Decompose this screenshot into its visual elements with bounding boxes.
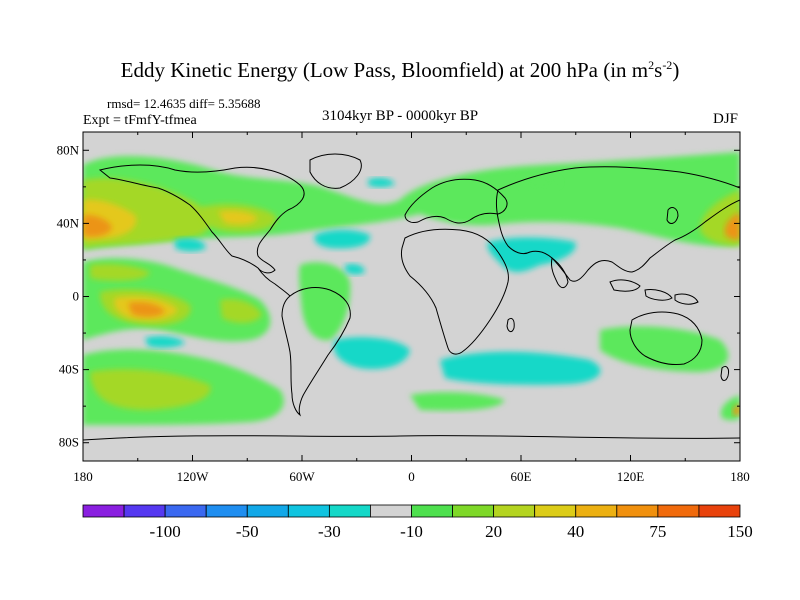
- field-region: [600, 326, 729, 372]
- latitude-axis: 80N 40N 0 40S 80S: [57, 142, 740, 450]
- season-label: DJF: [712, 111, 738, 127]
- colorbar-label: -30: [318, 522, 341, 541]
- longitude-axis: 180 120W 60W 0 60E 120E 180: [73, 132, 750, 484]
- field-region: [345, 263, 365, 275]
- colorbar-swatch: [164, 504, 207, 518]
- field-region: [368, 177, 395, 188]
- colorbar-label: -10: [400, 522, 423, 541]
- colorbar-label: 150: [727, 522, 753, 541]
- lon-label: 0: [408, 469, 415, 484]
- lon-label: 120E: [617, 469, 645, 484]
- colorbar-swatch: [616, 504, 659, 518]
- stats-label: rmsd= 12.4635 diff= 5.35688: [107, 96, 261, 111]
- field-region: [83, 214, 112, 237]
- colorbar-label: -100: [150, 522, 181, 541]
- colorbar-swatch: [575, 504, 618, 518]
- colorbar-label: -50: [236, 522, 259, 541]
- field-region: [314, 229, 371, 249]
- colorbar-swatch: [493, 504, 536, 518]
- colorbar-swatch: [82, 504, 125, 518]
- field-region: [90, 369, 211, 410]
- field-region: [299, 262, 351, 341]
- colorbar-label: 20: [485, 522, 502, 541]
- colorbar-swatch: [287, 504, 330, 518]
- coastlines: [83, 153, 740, 441]
- lat-label: 40N: [57, 215, 80, 230]
- colorbar-label: 75: [649, 522, 666, 541]
- lat-label: 40S: [59, 362, 79, 377]
- colorbar-swatch: [411, 504, 453, 518]
- field-region: [732, 404, 740, 415]
- field-region: [128, 302, 165, 317]
- lat-label: 0: [73, 289, 80, 304]
- lon-label: 60E: [511, 469, 532, 484]
- lat-label: 80N: [57, 142, 80, 157]
- field-region: [333, 337, 410, 370]
- lon-label: 180: [730, 469, 750, 484]
- experiment-label: Expt = tFmfY-tfmea: [83, 113, 197, 128]
- field-region: [440, 351, 601, 385]
- field-region: [724, 212, 740, 240]
- colorbar-swatch: [534, 504, 577, 518]
- field-region: [410, 392, 505, 411]
- field-region: [90, 263, 150, 281]
- lon-label: 120W: [177, 469, 210, 484]
- colorbar-swatch: [698, 504, 741, 518]
- field-shading: [83, 152, 740, 425]
- map-title: Eddy Kinetic Energy (Low Pass, Bloomfiel…: [120, 58, 680, 82]
- colorbar-swatch: [123, 504, 166, 518]
- field-region: [487, 237, 576, 272]
- colorbar: -100 -50 -30 -10 20 40 75 150: [82, 504, 753, 541]
- colorbar-swatch: [657, 504, 700, 518]
- colorbar-swatch: [205, 504, 248, 518]
- lon-label: 60W: [289, 469, 315, 484]
- colorbar-swatch: [246, 504, 289, 518]
- lat-label: 80S: [59, 435, 79, 450]
- colorbar-label: 40: [567, 522, 584, 541]
- field-region: [175, 238, 206, 252]
- colorbar-swatch: [370, 504, 412, 518]
- field-region: [220, 299, 262, 323]
- field-region: [218, 210, 258, 225]
- colorbar-swatch: [328, 504, 371, 518]
- period-label: 3104kyr BP - 0000kyr BP: [321, 108, 479, 124]
- colorbar-swatch: [452, 504, 495, 518]
- lon-label: 180: [73, 469, 93, 484]
- field-region: [145, 336, 185, 348]
